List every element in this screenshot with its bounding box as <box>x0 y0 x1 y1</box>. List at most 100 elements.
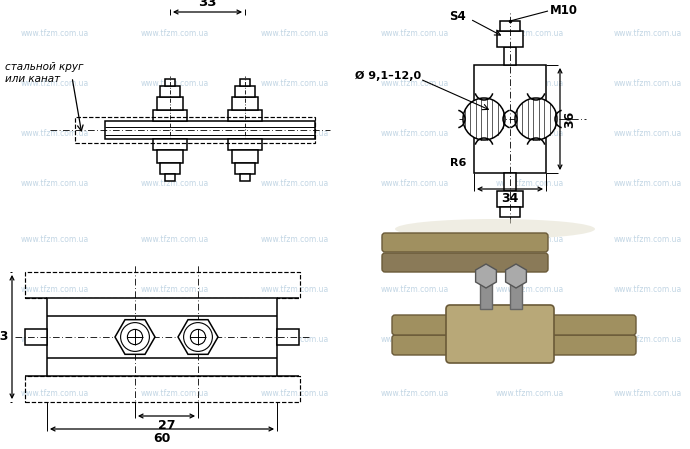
Text: 53: 53 <box>0 330 8 343</box>
Bar <box>157 97 183 110</box>
Bar <box>25 376 300 402</box>
Text: www.tfzm.com.ua: www.tfzm.com.ua <box>141 389 209 399</box>
Bar <box>153 110 187 121</box>
Text: www.tfzm.com.ua: www.tfzm.com.ua <box>496 129 564 138</box>
Text: www.tfzm.com.ua: www.tfzm.com.ua <box>21 389 89 399</box>
Text: 34: 34 <box>502 192 519 205</box>
Bar <box>474 65 546 173</box>
FancyBboxPatch shape <box>382 233 548 252</box>
Text: www.tfzm.com.ua: www.tfzm.com.ua <box>21 234 89 243</box>
Text: www.tfzm.com.ua: www.tfzm.com.ua <box>614 234 682 243</box>
Text: M10: M10 <box>550 4 578 18</box>
Bar <box>228 110 262 121</box>
Bar <box>228 139 262 150</box>
Bar <box>25 272 300 298</box>
Text: www.tfzm.com.ua: www.tfzm.com.ua <box>21 79 89 88</box>
Text: www.tfzm.com.ua: www.tfzm.com.ua <box>141 30 209 39</box>
Text: 36: 36 <box>563 110 576 128</box>
Text: www.tfzm.com.ua: www.tfzm.com.ua <box>381 234 449 243</box>
Text: www.tfzm.com.ua: www.tfzm.com.ua <box>614 30 682 39</box>
Text: www.tfzm.com.ua: www.tfzm.com.ua <box>261 234 329 243</box>
Text: www.tfzm.com.ua: www.tfzm.com.ua <box>141 79 209 88</box>
Text: www.tfzm.com.ua: www.tfzm.com.ua <box>496 335 564 343</box>
Bar <box>240 174 250 181</box>
Bar <box>153 139 187 150</box>
Text: www.tfzm.com.ua: www.tfzm.com.ua <box>496 79 564 88</box>
Text: R6: R6 <box>450 158 466 168</box>
Bar <box>157 150 183 163</box>
Bar <box>500 21 520 31</box>
Text: www.tfzm.com.ua: www.tfzm.com.ua <box>496 180 564 189</box>
Bar <box>480 279 492 309</box>
Text: www.tfzm.com.ua: www.tfzm.com.ua <box>261 389 329 399</box>
Text: www.tfzm.com.ua: www.tfzm.com.ua <box>261 79 329 88</box>
Bar <box>47 298 277 376</box>
Text: S4: S4 <box>450 10 466 23</box>
Text: www.tfzm.com.ua: www.tfzm.com.ua <box>261 285 329 294</box>
Bar <box>165 79 175 86</box>
Text: www.tfzm.com.ua: www.tfzm.com.ua <box>381 389 449 399</box>
Text: www.tfzm.com.ua: www.tfzm.com.ua <box>614 79 682 88</box>
Text: www.tfzm.com.ua: www.tfzm.com.ua <box>261 335 329 343</box>
FancyBboxPatch shape <box>392 335 456 355</box>
Text: www.tfzm.com.ua: www.tfzm.com.ua <box>614 129 682 138</box>
FancyBboxPatch shape <box>545 315 636 335</box>
Text: www.tfzm.com.ua: www.tfzm.com.ua <box>496 285 564 294</box>
Bar <box>510 279 522 309</box>
Text: www.tfzm.com.ua: www.tfzm.com.ua <box>261 129 329 138</box>
Bar <box>75 117 315 143</box>
Bar <box>165 174 175 181</box>
Bar <box>235 86 255 97</box>
Text: или канат: или канат <box>5 74 60 84</box>
Bar <box>504 173 516 191</box>
FancyBboxPatch shape <box>545 335 636 355</box>
Text: 60: 60 <box>153 432 170 445</box>
Circle shape <box>515 98 557 140</box>
Bar <box>232 150 258 163</box>
FancyBboxPatch shape <box>382 253 548 272</box>
Text: www.tfzm.com.ua: www.tfzm.com.ua <box>141 234 209 243</box>
Text: www.tfzm.com.ua: www.tfzm.com.ua <box>21 30 89 39</box>
Text: www.tfzm.com.ua: www.tfzm.com.ua <box>381 180 449 189</box>
Bar <box>277 329 299 345</box>
Text: www.tfzm.com.ua: www.tfzm.com.ua <box>141 335 209 343</box>
Text: www.tfzm.com.ua: www.tfzm.com.ua <box>614 389 682 399</box>
Text: 33: 33 <box>198 0 217 9</box>
Text: Ø 9,1–12,0: Ø 9,1–12,0 <box>355 71 421 81</box>
Bar <box>235 163 255 174</box>
Circle shape <box>463 98 505 140</box>
Text: www.tfzm.com.ua: www.tfzm.com.ua <box>614 180 682 189</box>
Bar <box>105 121 315 139</box>
Bar <box>25 329 47 345</box>
Text: www.tfzm.com.ua: www.tfzm.com.ua <box>21 180 89 189</box>
Text: www.tfzm.com.ua: www.tfzm.com.ua <box>21 335 89 343</box>
FancyBboxPatch shape <box>392 315 456 335</box>
Bar <box>232 97 258 110</box>
Text: www.tfzm.com.ua: www.tfzm.com.ua <box>21 129 89 138</box>
Bar <box>240 79 250 86</box>
Text: www.tfzm.com.ua: www.tfzm.com.ua <box>141 285 209 294</box>
Text: 27: 27 <box>158 419 175 432</box>
Text: www.tfzm.com.ua: www.tfzm.com.ua <box>261 30 329 39</box>
Bar <box>497 31 523 47</box>
Text: www.tfzm.com.ua: www.tfzm.com.ua <box>381 129 449 138</box>
Bar <box>160 86 180 97</box>
Text: www.tfzm.com.ua: www.tfzm.com.ua <box>21 285 89 294</box>
Text: www.tfzm.com.ua: www.tfzm.com.ua <box>381 285 449 294</box>
Bar <box>504 47 516 65</box>
Text: www.tfzm.com.ua: www.tfzm.com.ua <box>496 389 564 399</box>
Text: www.tfzm.com.ua: www.tfzm.com.ua <box>141 129 209 138</box>
Text: www.tfzm.com.ua: www.tfzm.com.ua <box>261 180 329 189</box>
Text: www.tfzm.com.ua: www.tfzm.com.ua <box>381 335 449 343</box>
Bar <box>497 191 523 207</box>
Text: стальной круг: стальной круг <box>5 62 83 72</box>
Bar <box>160 163 180 174</box>
Text: www.tfzm.com.ua: www.tfzm.com.ua <box>496 30 564 39</box>
Bar <box>500 207 520 217</box>
Text: www.tfzm.com.ua: www.tfzm.com.ua <box>381 79 449 88</box>
FancyBboxPatch shape <box>446 305 554 363</box>
Text: www.tfzm.com.ua: www.tfzm.com.ua <box>614 335 682 343</box>
Text: www.tfzm.com.ua: www.tfzm.com.ua <box>141 180 209 189</box>
Text: www.tfzm.com.ua: www.tfzm.com.ua <box>614 285 682 294</box>
Text: www.tfzm.com.ua: www.tfzm.com.ua <box>381 30 449 39</box>
